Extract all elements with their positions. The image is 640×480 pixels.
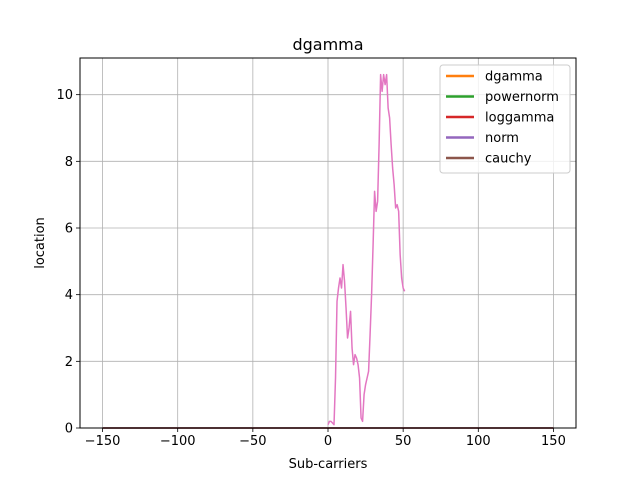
y-tick-label: 6 [65, 222, 73, 237]
x-tick-label: 100 [466, 434, 491, 449]
series-line-5 [327, 73, 406, 426]
x-tick-label: −100 [160, 434, 196, 449]
legend: dgamma powernorm loggamma norm cauchy [439, 64, 571, 174]
x-axis: −150 −100 −50 0 50 100 150 [85, 428, 566, 449]
y-axis: 0 2 4 6 8 10 [56, 88, 80, 437]
x-tick-label: 150 [541, 434, 566, 449]
x-tick-label: 0 [324, 434, 332, 449]
x-tick-label: −50 [239, 434, 266, 449]
y-tick-label: 4 [65, 288, 73, 303]
y-tick-label: 10 [56, 88, 73, 103]
y-axis-label: location [33, 217, 48, 269]
y-tick-label: 8 [65, 155, 73, 170]
x-tick-label: −150 [85, 434, 121, 449]
legend-label: dgamma [485, 70, 543, 85]
legend-label: loggamma [485, 111, 554, 126]
legend-label: norm [485, 131, 519, 146]
x-tick-label: 50 [395, 434, 412, 449]
legend-box [439, 64, 571, 174]
legend-label: powernorm [485, 90, 559, 105]
y-tick-label: 0 [65, 422, 73, 437]
y-tick-label: 2 [65, 355, 73, 370]
chart-title: dgamma [292, 35, 363, 54]
legend-label: cauchy [485, 152, 532, 167]
x-axis-label: Sub-carriers [289, 457, 368, 472]
